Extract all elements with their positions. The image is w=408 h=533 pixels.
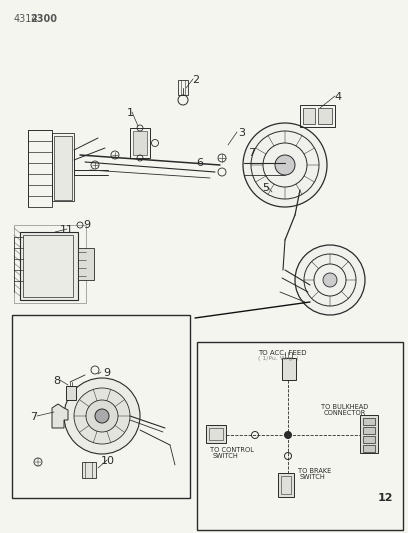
Bar (209, 428, 223, 440)
Bar (197, 342, 403, 530)
Bar (52, 133, 74, 201)
Circle shape (95, 409, 109, 423)
Circle shape (284, 432, 291, 439)
Bar (20, 232, 78, 300)
Text: 3: 3 (238, 128, 245, 138)
Text: 9: 9 (83, 220, 90, 230)
Bar (54, 136, 72, 200)
Circle shape (64, 378, 140, 454)
Bar (300, 105, 335, 127)
Bar (82, 462, 96, 478)
Text: TO CONTROL: TO CONTROL (210, 447, 254, 453)
Circle shape (323, 273, 337, 287)
Text: SWITCH: SWITCH (300, 474, 326, 480)
Text: CONNECTOR: CONNECTOR (324, 410, 366, 416)
Bar (278, 473, 294, 497)
Circle shape (243, 123, 327, 207)
Text: 7: 7 (248, 148, 255, 158)
Text: TO BRAKE: TO BRAKE (298, 468, 331, 474)
Bar (363, 418, 375, 425)
Text: 8: 8 (53, 376, 60, 386)
Text: TO BULKHEAD: TO BULKHEAD (322, 404, 368, 410)
Bar (130, 128, 150, 158)
Bar (363, 445, 375, 452)
Circle shape (86, 400, 118, 432)
Text: ( 1/Pu. Wrg. ): ( 1/Pu. Wrg. ) (258, 356, 299, 361)
Text: 9: 9 (103, 368, 110, 378)
Text: SWITCH: SWITCH (213, 453, 239, 459)
Bar (14, 225, 86, 303)
Text: 2300: 2300 (30, 14, 57, 24)
Text: TO ACC. FEED: TO ACC. FEED (258, 350, 306, 356)
Bar (206, 425, 226, 443)
Bar (78, 248, 94, 280)
Circle shape (295, 245, 365, 315)
Bar (282, 358, 296, 380)
Bar (28, 130, 52, 207)
Text: 6: 6 (197, 158, 204, 168)
Text: 1: 1 (126, 108, 133, 118)
Text: 4: 4 (335, 92, 341, 102)
Bar (360, 415, 378, 453)
Text: 2: 2 (193, 75, 200, 85)
Circle shape (275, 155, 295, 175)
Text: 5: 5 (262, 183, 270, 193)
Bar (363, 436, 375, 443)
Text: 12: 12 (378, 493, 393, 503)
Bar (66, 386, 76, 400)
Bar (318, 108, 332, 124)
Text: 10: 10 (101, 456, 115, 466)
Circle shape (74, 388, 130, 444)
Bar (363, 427, 375, 434)
Text: 7: 7 (30, 412, 37, 422)
Bar (23, 235, 73, 297)
Text: 11: 11 (60, 225, 74, 235)
Bar (281, 476, 291, 494)
Bar (303, 108, 315, 124)
Text: 4314: 4314 (14, 14, 38, 24)
Bar (178, 80, 188, 95)
Bar (133, 131, 147, 155)
Bar (12, 315, 190, 498)
Polygon shape (52, 404, 68, 428)
